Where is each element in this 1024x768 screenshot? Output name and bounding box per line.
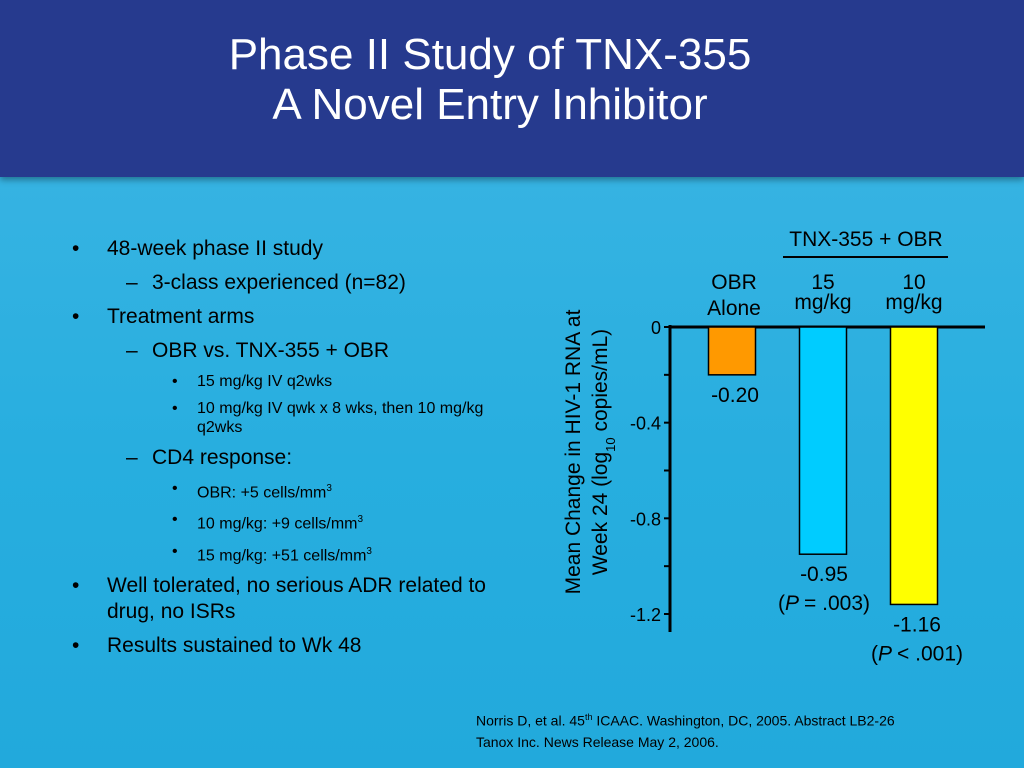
- citation-line-1-post: ICAAC. Washington, DC, 2005. Abstract LB…: [592, 712, 895, 729]
- y-tick-label: -1.2: [630, 605, 661, 625]
- y-axis-label-line-2-post: copies/mL): [589, 329, 612, 438]
- cd4-10mg-sup: 3: [357, 514, 364, 526]
- value-label: -1.16: [893, 613, 941, 636]
- p-value-text: < .001): [897, 642, 963, 665]
- cd4-15mg-sup: 3: [366, 545, 372, 557]
- sub-bullet-population: 3-class experienced (n=82): [60, 270, 500, 296]
- cd4-obr: OBR: +5 cells/mm3: [60, 479, 500, 502]
- value-labels: -0.20-0.95(P = .003)-1.16(P < .001): [711, 384, 963, 666]
- y-tick-label: 0: [651, 318, 661, 338]
- bar-2: [798, 326, 848, 555]
- p-value-label: (P = .003): [778, 592, 870, 615]
- y-ticks: 0 -0.4 -0.8 -1.2: [630, 318, 670, 625]
- bullet-tolerability: Well tolerated, no serious ADR related t…: [60, 573, 500, 625]
- slide-title-line-2: A Novel Entry Inhibitor: [272, 80, 708, 129]
- citation-line-1-pre: Norris D, et al. 45: [476, 712, 585, 729]
- p-value-open: (: [778, 592, 785, 615]
- slide-title-line-1: Phase II Study of TNX-355: [228, 30, 752, 79]
- cd4-obr-sup: 3: [326, 483, 332, 494]
- bullet-study-design: 48-week phase II study: [60, 236, 500, 262]
- bars: [707, 326, 939, 606]
- category-label-line-1: 15: [811, 271, 834, 294]
- bullet-treatment-arms: Treatment arms: [60, 304, 500, 330]
- p-value-text: = .003): [804, 592, 870, 615]
- citation-line-1-sup: th: [584, 712, 593, 722]
- sub-bullet-arms: OBR vs. TNX-355 + OBR: [60, 338, 500, 364]
- bullet-list: 48-week phase II study 3-class experienc…: [60, 236, 500, 667]
- cd4-10mg-text: 10 mg/kg: +9 cells/mm: [197, 515, 358, 533]
- y-axis-label: Mean Change in HIV-1 RNA at Week 24 (log…: [562, 309, 618, 594]
- cd4-10mg: 10 mg/kg: +9 cells/mm3: [60, 510, 500, 533]
- p-value-open: (: [871, 642, 878, 665]
- citation: Norris D, et al. 45th ICAAC. Washington,…: [476, 707, 1016, 753]
- citation-line-2: Tanox Inc. News Release May 2, 2006.: [476, 733, 719, 750]
- y-axis-label-line-1: Mean Change in HIV-1 RNA at: [562, 309, 585, 594]
- y-tick-label: -0.4: [630, 414, 661, 434]
- slide-title: Phase II Study of TNX-355 A Novel Entry …: [0, 30, 980, 130]
- sub-bullet-cd4: CD4 response:: [60, 445, 500, 471]
- value-label: -0.20: [711, 384, 759, 407]
- cd4-obr-text: OBR: +5 cells/mm: [197, 484, 327, 502]
- bullet-sustained: Results sustained to Wk 48: [60, 633, 500, 659]
- cd4-15mg: 15 mg/kg: +51 cells/mm3: [60, 542, 500, 565]
- sub-sub-bullet-15mg: 15 mg/kg IV q2wks: [60, 372, 500, 391]
- bar-1: [707, 326, 757, 376]
- sub-sub-bullet-10mg: 10 mg/kg IV qwk x 8 wks, then 10 mg/kg q…: [60, 399, 500, 437]
- citation-line-1: Norris D, et al. 45th ICAAC. Washington,…: [476, 707, 1016, 732]
- category-label-line-1: 10: [902, 271, 925, 294]
- group-label: TNX-355 + OBR: [789, 228, 942, 251]
- value-label: -0.95: [800, 563, 848, 586]
- p-value-label: (P < .001): [871, 642, 963, 665]
- title-bar: Phase II Study of TNX-355 A Novel Entry …: [0, 0, 1024, 177]
- bar-3: [889, 326, 939, 606]
- y-axis-label-line-2: Week 24 (log10 copies/mL): [589, 329, 618, 575]
- cd4-15mg-text: 15 mg/kg: +51 cells/mm: [197, 546, 367, 564]
- p-value-symbol: P: [878, 642, 897, 665]
- y-axis-label-line-2-sub: 10: [603, 437, 618, 451]
- p-value-symbol: P: [785, 592, 804, 615]
- category-label-line-2: Alone: [707, 297, 761, 320]
- y-axis-label-line-2-pre: Week 24 (log: [589, 452, 612, 575]
- y-tick-label: -0.8: [630, 509, 661, 529]
- category-label-line-2: mg/kg: [885, 291, 942, 314]
- category-label-line-1: OBR: [711, 271, 757, 294]
- category-label-line-2: mg/kg: [794, 291, 851, 314]
